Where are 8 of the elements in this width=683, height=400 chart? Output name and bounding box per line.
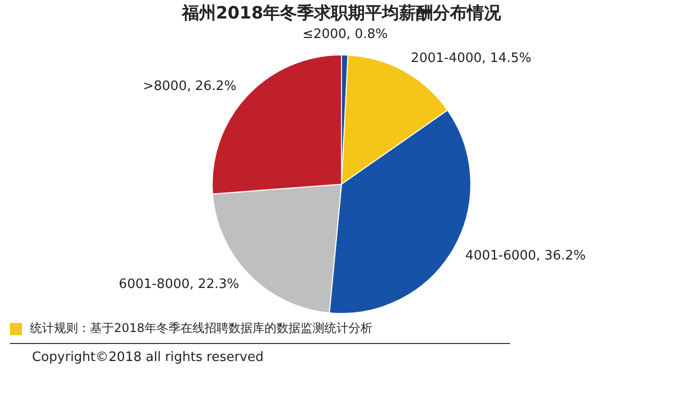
chart-title: 福州2018年冬季求职期平均薪酬分布情况 <box>180 4 502 24</box>
slice-label: ≤2000, 0.8% <box>302 26 388 42</box>
slice-label: 6001-8000, 22.3% <box>118 276 240 292</box>
slice-label: >8000, 26.2% <box>142 79 236 94</box>
slice-label: 4001-6000, 36.2% <box>465 248 586 264</box>
text: 统计规则：基于2018年冬季在线招聘数据库的数据监测统计分析 <box>30 320 373 337</box>
text: Copyright©2018 all rights reserved <box>31 350 265 365</box>
slice-label: 2001-4000, 14.5% <box>410 51 532 66</box>
